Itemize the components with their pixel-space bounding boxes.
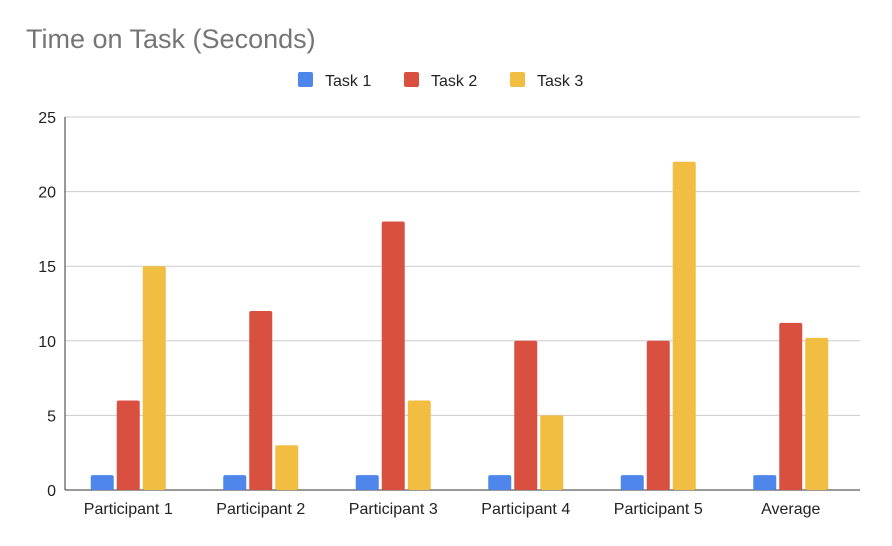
bar-task-3[interactable] — [407, 400, 431, 490]
bar-task-3[interactable] — [275, 445, 299, 490]
legend: Task 1 Task 2 Task 3 — [298, 72, 583, 90]
bar-task-1[interactable] — [753, 475, 777, 490]
bar-task-3[interactable] — [142, 266, 166, 490]
legend-item[interactable]: Task 2 — [404, 72, 477, 90]
bar-task-1[interactable] — [355, 475, 379, 490]
x-tick-label: Participant 1 — [84, 501, 173, 518]
bar-task-2[interactable] — [514, 340, 538, 490]
legend-item[interactable]: Task 1 — [298, 72, 371, 90]
y-tick-label: 10 — [38, 334, 56, 351]
legend-item[interactable]: Task 3 — [510, 72, 583, 90]
y-tick-label: 5 — [47, 408, 56, 425]
y-tick-label: 20 — [38, 185, 56, 202]
bar-task-2[interactable] — [646, 340, 670, 490]
bar-task-2[interactable] — [779, 322, 803, 490]
bar-task-1[interactable] — [90, 475, 114, 490]
legend-label: Task 3 — [537, 73, 583, 90]
x-tick-label: Participant 3 — [349, 501, 438, 518]
y-tick-label: 15 — [38, 259, 56, 276]
legend-swatch — [298, 72, 313, 87]
bar-task-3[interactable] — [672, 161, 696, 490]
x-axis-labels: Participant 1 Participant 2 Participant 3 P… — [84, 501, 821, 518]
bar-task-1[interactable] — [223, 475, 247, 490]
x-tick-label: Participant 5 — [614, 501, 703, 518]
bar-task-3[interactable] — [805, 337, 829, 490]
legend-label: Task 1 — [325, 73, 371, 90]
x-tick-label: Participant 4 — [481, 501, 570, 518]
bar-task-1[interactable] — [488, 475, 512, 490]
y-tick-label: 0 — [47, 483, 56, 500]
bars — [90, 161, 829, 490]
bar-task-3[interactable] — [540, 415, 564, 490]
x-tick-label: Participant 2 — [216, 501, 305, 518]
bar-task-1[interactable] — [620, 475, 644, 490]
y-tick-label: 25 — [38, 110, 56, 127]
x-tick-label: Average — [761, 501, 820, 518]
bar-task-2[interactable] — [381, 221, 405, 490]
bar-task-2[interactable] — [249, 310, 273, 490]
legend-swatch — [404, 72, 419, 87]
chart-title: Time on Task (Seconds) — [26, 24, 316, 54]
gridlines: 0 5 10 15 20 25 — [38, 110, 860, 500]
bar-task-2[interactable] — [116, 400, 140, 490]
legend-label: Task 2 — [431, 73, 477, 90]
legend-swatch — [510, 72, 525, 87]
